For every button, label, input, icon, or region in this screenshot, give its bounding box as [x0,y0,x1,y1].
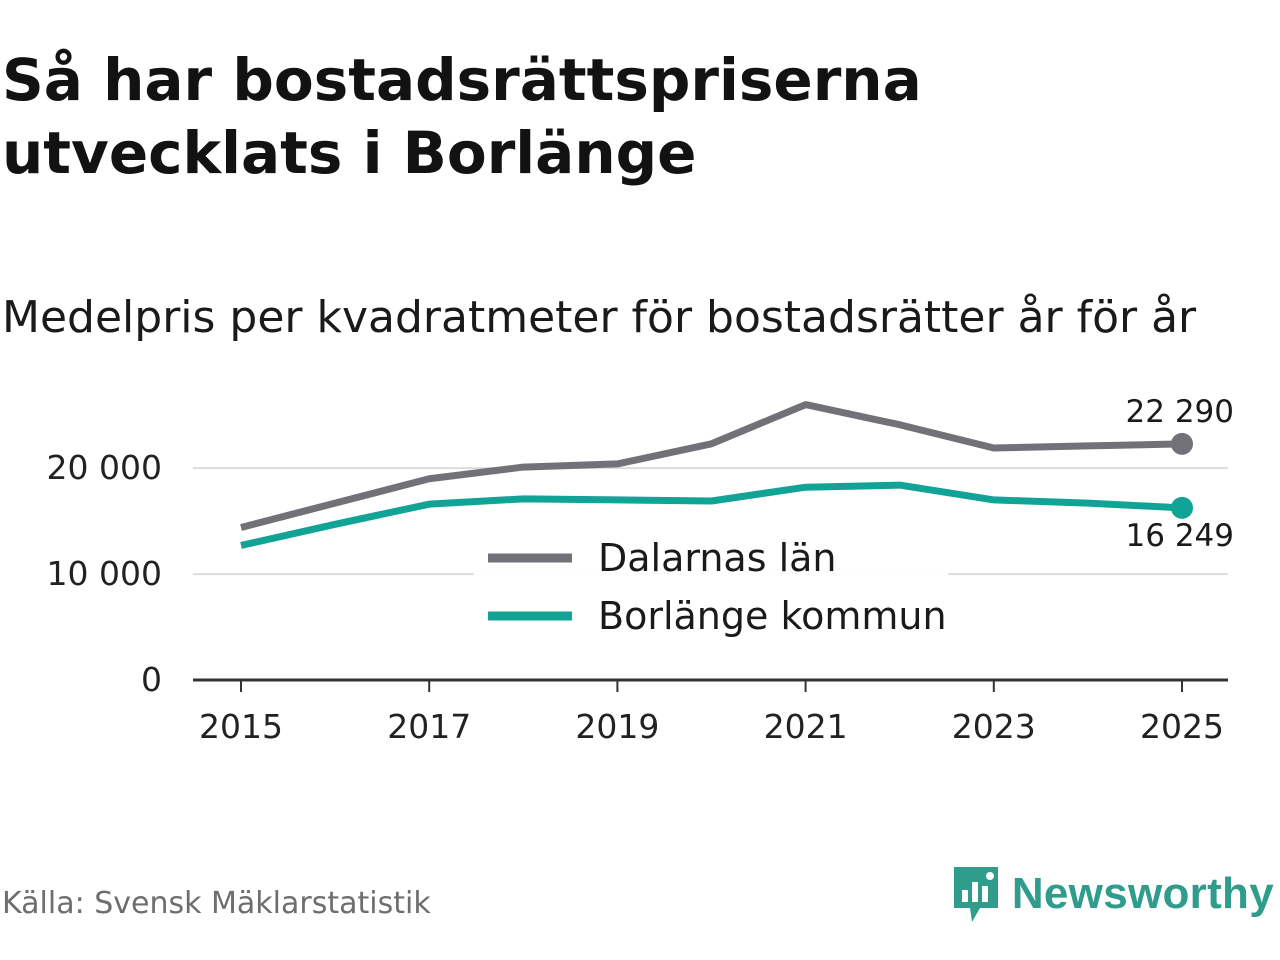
x-tick-label: 2019 [575,707,659,746]
series-line [240,481,1183,549]
legend-background [474,532,948,642]
chart-subtitle: Medelpris per kvadratmeter för bostadsrä… [2,292,1197,343]
series [240,401,1193,549]
series-end-label: 22 290 [1126,394,1234,430]
series-end-marker [1171,496,1193,519]
y-tick-label: 20 000 [47,448,162,487]
legend-label: Borlänge kommun [598,594,947,638]
brand-name: Newsworthy [1011,869,1274,918]
x-tick-label: 2021 [764,707,848,746]
source-note: Källa: Svensk Mäklarstatistik [2,886,431,921]
y-tick-label: 0 [141,660,162,699]
brand-logo: Newsworthy [950,864,1274,924]
series-end-marker [1171,432,1193,455]
legend: Dalarnas län Borlänge kommun [474,532,948,642]
line-chart: 0 10 000 20 000 2015 2017 2019 2021 2023 2025 Da… [47,394,1234,746]
x-tick-label: 2023 [952,707,1036,746]
x-tick-label: 2017 [387,707,471,746]
data-labels: 22 290 16 249 [1126,394,1234,554]
axes: 0 10 000 20 000 2015 2017 2019 2021 2023 2025 [47,448,1228,746]
series-end-label: 16 249 [1126,518,1234,554]
y-tick-label: 10 000 [47,554,162,593]
legend-label: Dalarnas län [598,536,837,580]
x-tick-label: 2025 [1140,707,1224,746]
series-line [240,401,1183,531]
chart-title: Så har bostadsrättspriserna utvecklats i… [2,46,922,187]
x-tick-label: 2015 [199,707,283,746]
newsworthy-logo-icon [953,867,998,922]
